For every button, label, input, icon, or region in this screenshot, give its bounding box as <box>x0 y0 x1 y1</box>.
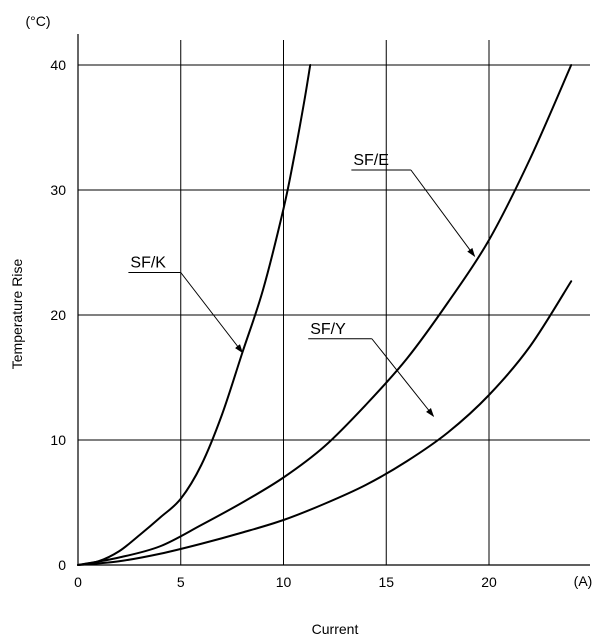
y-tick-label: 0 <box>58 557 66 573</box>
x-tick-label: 20 <box>481 574 497 590</box>
leader-arrow-sf-y <box>371 338 435 417</box>
x-tick-label: 5 <box>177 574 185 590</box>
y-tick-label: 20 <box>50 307 66 323</box>
x-axis-unit: (A) <box>574 573 593 589</box>
y-tick-label: 10 <box>50 432 66 448</box>
series-label-sf-k: SF/K <box>130 255 166 272</box>
leader-arrow-sf-k <box>180 272 243 354</box>
series-label-sf-e: SF/E <box>353 152 389 169</box>
series-line-sf-k <box>77 64 312 566</box>
x-tick-label: 10 <box>276 574 292 590</box>
x-tick-label: 15 <box>378 574 394 590</box>
series-label-sf-y: SF/Y <box>310 321 346 338</box>
y-axis-unit: (°C) <box>25 13 50 29</box>
x-axis-label: Current <box>312 621 359 637</box>
x-tick-label: 0 <box>74 574 82 590</box>
leader-arrow-sf-e <box>410 169 476 257</box>
series-line-sf-y <box>77 280 573 566</box>
y-tick-label: 40 <box>50 57 66 73</box>
series-line-sf-e <box>77 64 573 566</box>
y-tick-label: 30 <box>50 182 66 198</box>
y-axis-label: Temperature Rise <box>9 259 25 370</box>
